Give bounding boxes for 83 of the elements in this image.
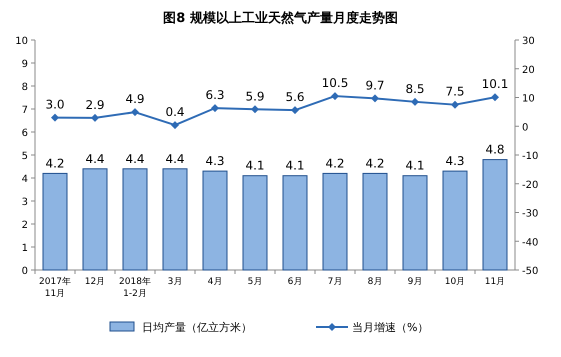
data-label: 6.3	[205, 88, 225, 102]
x-tick-label: 8月	[368, 277, 382, 287]
y-tick-label: 10	[15, 36, 28, 47]
bar	[322, 172, 348, 270]
data-label: 4.9	[125, 92, 145, 106]
y2-tick-label: -40	[522, 237, 538, 248]
x-tick-label: 4月	[208, 277, 222, 287]
bar	[202, 170, 228, 270]
y2-tick-label: -30	[522, 208, 538, 220]
y-tick-label: 7	[22, 105, 28, 116]
data-label: 5.9	[245, 89, 265, 104]
data-label: 4.2	[45, 156, 65, 170]
data-label: 10.5	[322, 76, 348, 90]
point	[211, 104, 219, 112]
bar	[122, 168, 148, 270]
y-tick-label: 6	[22, 128, 28, 139]
y2-tick-label: 20	[522, 64, 535, 76]
bar	[82, 168, 108, 270]
point	[491, 93, 499, 102]
data-label: 3.0	[45, 98, 65, 112]
point	[51, 114, 59, 122]
y-tick-label: 3	[22, 197, 28, 208]
x-tick-label: 3月	[168, 277, 182, 287]
data-label: 4.2	[325, 156, 345, 170]
y-tick-label: 1	[22, 243, 28, 254]
x-tick-label: 2017年 11月	[39, 276, 71, 299]
x-tick-label: 2018年 1-2月	[119, 276, 151, 299]
data-label: 4.4	[125, 152, 145, 166]
data-label: 4.8	[485, 142, 505, 157]
bar	[162, 168, 188, 270]
y2-tick-label: 10	[522, 94, 535, 104]
bar	[442, 170, 468, 270]
point	[131, 108, 139, 116]
data-label: 4.3	[205, 154, 225, 168]
chart-title: 图8 规模以上工业天然气产量月度走势图	[163, 10, 398, 26]
y2-tick-label: 30	[522, 36, 535, 47]
y-tick-label: 5	[22, 151, 28, 162]
x-tick-label: 7月	[328, 277, 342, 287]
point	[171, 121, 179, 130]
y2-tick-label: -10	[522, 151, 538, 162]
data-label: 7.5	[445, 84, 465, 99]
y-tick-label: 9	[22, 59, 28, 70]
y-tick-label: 0	[22, 266, 28, 277]
point	[291, 106, 299, 114]
data-label: 8.5	[405, 82, 425, 96]
y-tick-label: 4	[22, 174, 28, 185]
point	[451, 100, 459, 109]
x-tick-label: 5月	[248, 277, 262, 287]
y2-tick-label: -20	[522, 180, 538, 191]
x-tick-label: 11月	[484, 277, 506, 287]
data-label: 5.6	[285, 90, 305, 104]
legend-label: 日均产量（亿立方米）	[142, 321, 252, 334]
data-label: 4.3	[445, 154, 465, 168]
bar	[482, 159, 508, 270]
data-label: 0.4	[165, 105, 185, 120]
data-label: 4.1	[245, 158, 265, 173]
data-label: 4.4	[165, 152, 185, 166]
x-tick-label: 6月	[288, 277, 302, 287]
bar	[402, 175, 428, 270]
bar	[42, 172, 68, 270]
y-tick-label: 8	[22, 82, 28, 93]
data-label: 4.1	[285, 158, 305, 173]
x-tick-label: 12月	[84, 277, 106, 287]
x-tick-label: 9月	[408, 277, 422, 287]
point	[91, 114, 99, 122]
data-label: 2.9	[85, 98, 105, 112]
point	[411, 98, 419, 106]
point	[251, 105, 259, 114]
data-label: 4.4	[85, 152, 105, 166]
y2-tick-label: -50	[522, 266, 538, 277]
point	[331, 92, 339, 100]
data-label: 9.7	[365, 78, 385, 92]
data-label: 4.1	[405, 158, 425, 173]
x-tick-label: 10月	[444, 277, 466, 287]
point	[371, 94, 379, 102]
data-label: 10.1	[482, 77, 508, 92]
y2-tick-label: 0	[522, 122, 528, 134]
legend-label: 当月增速（%）	[352, 321, 428, 334]
bar	[242, 175, 268, 270]
data-label: 4.2	[365, 156, 385, 170]
y-tick-label: 2	[22, 220, 28, 231]
bar	[362, 172, 388, 270]
bar	[282, 175, 308, 270]
